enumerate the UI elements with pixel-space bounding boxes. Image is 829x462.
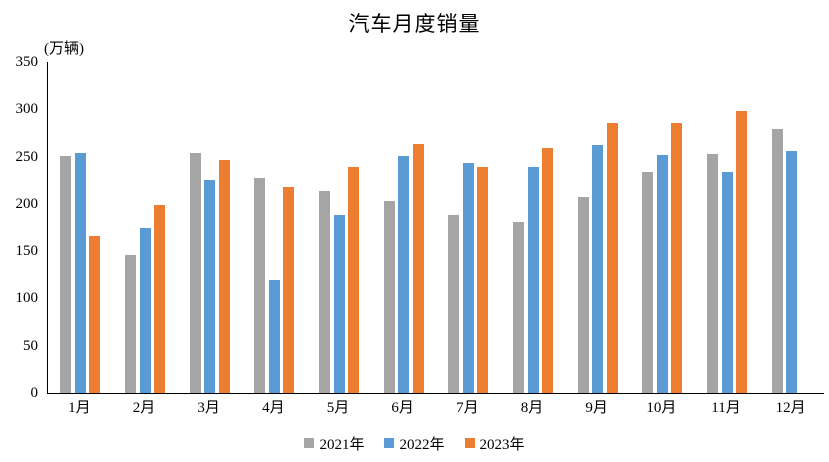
y-axis-tick-250: 250 xyxy=(15,148,39,165)
y-axis-tick-300: 300 xyxy=(15,101,39,118)
legend-label: 2022年 xyxy=(399,436,445,453)
bar-2023年-11月 xyxy=(736,111,747,393)
bar-2022年-1月 xyxy=(74,152,86,393)
bar-2022年-10月 xyxy=(656,154,668,393)
bar-2021年-6月 xyxy=(383,201,395,393)
x-axis-label-11月: 11月 xyxy=(711,400,741,416)
legend-item-2022年: 2022年 xyxy=(384,433,445,454)
x-axis-label-2月: 2月 xyxy=(132,400,156,416)
bar-2023年-1月 xyxy=(89,236,101,393)
y-axis-tick-350: 350 xyxy=(15,54,39,70)
x-axis-label-7月: 7月 xyxy=(456,400,479,416)
bar-2023年-8月 xyxy=(542,148,553,393)
bar-2021年-12月 xyxy=(771,129,783,393)
legend: 2021年 2022年 2023年 xyxy=(0,433,829,453)
x-axis-label-9月: 9月 xyxy=(585,400,608,416)
bar-2022年-2月 xyxy=(139,227,151,393)
x-axis-label-3月: 3月 xyxy=(197,400,220,416)
legend-swatch-icon xyxy=(384,438,395,448)
bar-2022年-11月 xyxy=(721,171,733,393)
bar-2022年-4月 xyxy=(268,280,280,393)
bar-2021年-9月 xyxy=(577,197,589,393)
bar-2021年-5月 xyxy=(319,190,330,393)
legend-swatch-icon xyxy=(304,438,315,448)
y-axis-tick-150: 150 xyxy=(15,243,39,260)
bar-2021年-3月 xyxy=(189,152,201,393)
bar-2023年-10月 xyxy=(671,122,683,393)
chart-title: 汽车月度销量 xyxy=(348,12,481,36)
bar-2022年-9月 xyxy=(592,145,604,393)
y-axis-tick-50: 50 xyxy=(23,337,38,354)
x-axis-label-5月: 5月 xyxy=(326,400,350,416)
y-axis-tick-0: 0 xyxy=(30,385,39,401)
bar-2021年-7月 xyxy=(448,215,460,393)
bar-2023年-5月 xyxy=(348,166,359,393)
x-axis-label-8月: 8月 xyxy=(520,400,544,416)
bar-2021年-11月 xyxy=(707,153,718,393)
bar-2023年-6月 xyxy=(412,144,424,393)
y-axis-tick-100: 100 xyxy=(15,290,39,307)
legend-item-2023年: 2023年 xyxy=(464,433,525,454)
x-axis-label-12月: 12月 xyxy=(775,400,806,416)
bar-2022年-3月 xyxy=(204,180,216,393)
legend-label: 2021年 xyxy=(319,436,365,453)
bar-2022年-8月 xyxy=(527,166,539,393)
x-axis-label-1月: 1月 xyxy=(68,400,91,416)
bar-2022年-6月 xyxy=(398,155,410,393)
bar-2022年-5月 xyxy=(333,215,345,393)
bar-2023年-7月 xyxy=(477,166,489,393)
bar-2023年-4月 xyxy=(283,186,295,393)
bar-2021年-2月 xyxy=(125,254,136,393)
legend-item-2021年: 2021年 xyxy=(304,433,364,454)
x-axis-label-4月: 4月 xyxy=(262,400,285,416)
bar-2021年-8月 xyxy=(513,221,524,393)
bar-2022年-12月 xyxy=(786,150,798,393)
legend-swatch-icon xyxy=(464,438,475,448)
x-axis-label-10月: 10月 xyxy=(646,400,677,416)
plot-area xyxy=(47,62,824,394)
bar-2022年-7月 xyxy=(462,163,474,393)
y-axis-tick-200: 200 xyxy=(15,195,39,212)
bar-2023年-9月 xyxy=(606,122,618,393)
bar-2021年-1月 xyxy=(60,155,72,393)
legend-label: 2023年 xyxy=(479,436,525,453)
bar-2023年-3月 xyxy=(218,160,230,393)
bar-2021年-10月 xyxy=(642,171,654,393)
y-axis-unit-label: (万辆) xyxy=(44,41,84,57)
bar-2021年-4月 xyxy=(254,178,266,393)
x-axis-label-6月: 6月 xyxy=(391,400,414,416)
bar-2023年-2月 xyxy=(154,204,165,393)
